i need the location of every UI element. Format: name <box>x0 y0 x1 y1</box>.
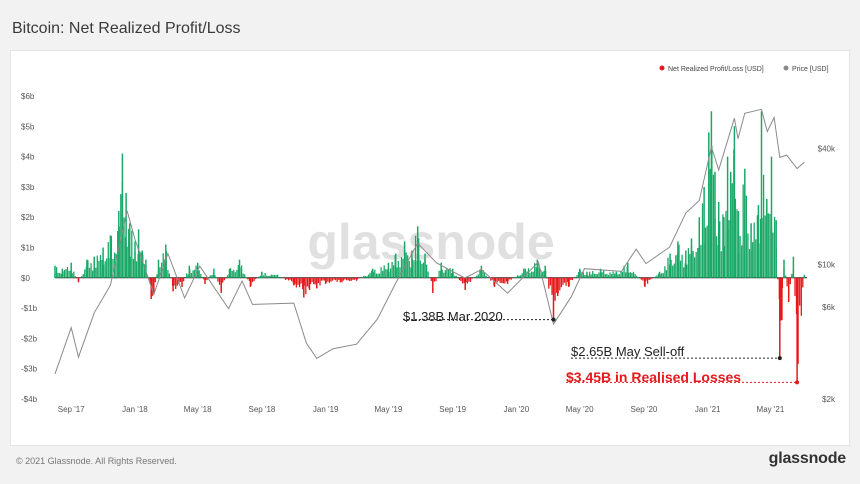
footer-brand-logo: glassnode <box>768 450 847 467</box>
y-tick-label: $4b <box>21 153 35 162</box>
y-tick-label: $2b <box>21 213 35 222</box>
y-right-tick-label: $2k <box>822 395 836 404</box>
y-right-tick-label: $6k <box>822 303 836 312</box>
price-line <box>54 108 805 375</box>
annotation-label: $3.45B in Realised Losses <box>566 369 741 385</box>
y-tick-label: -$4b <box>21 395 38 404</box>
y-right-tick-label: $10k <box>818 260 836 269</box>
x-axis: Sep '17 Jan '18 May '18 Sep '18 Jan '19 May '… <box>58 405 785 414</box>
legend: Net Realized Profit/Loss [USD] Price [USD… <box>659 65 829 73</box>
x-tick-label: May '20 <box>566 405 594 414</box>
annotation-marker <box>777 356 782 361</box>
y-tick-label: -$3b <box>21 365 38 374</box>
x-tick-label: Sep '18 <box>248 405 275 414</box>
price-line-group <box>54 108 805 375</box>
watermark: glassnode <box>307 214 554 270</box>
y-tick-label: $1b <box>21 244 35 253</box>
x-tick-label: Sep '17 <box>58 405 85 414</box>
x-tick-label: Sep '19 <box>439 405 466 414</box>
y-tick-label: -$2b <box>21 334 38 343</box>
x-tick-label: Jan '18 <box>122 405 148 414</box>
x-tick-label: May '19 <box>375 405 403 414</box>
page-title: Bitcoin: Net Realized Profit/Loss <box>12 20 241 37</box>
y-tick-label: -$1b <box>21 304 38 313</box>
bars <box>54 111 806 383</box>
x-tick-label: May '21 <box>757 405 785 414</box>
x-tick-label: Sep '20 <box>631 405 658 414</box>
chart-svg: glassnode Net Realized Profit/Loss [USD]… <box>21 65 836 414</box>
legend-swatch <box>659 65 665 71</box>
annotations: $1.38B Mar 2020 $2.65B May Sell-off $3.45B… <box>403 309 800 385</box>
annotation-marker <box>795 380 800 385</box>
annotation-marker <box>551 317 556 322</box>
y-right-tick-label: $40k <box>818 145 836 154</box>
chart-card: glassnode Net Realized Profit/Loss [USD]… <box>10 50 850 446</box>
x-tick-label: Jan '21 <box>695 405 721 414</box>
right-axis: $40k $10k $6k $2k <box>818 145 836 404</box>
x-tick-label: Jan '19 <box>313 405 339 414</box>
annotation-label: $1.38B Mar 2020 <box>403 309 503 324</box>
footer-copyright: © 2021 Glassnode. All Rights Reserved. <box>16 456 177 466</box>
y-tick-label: $6b <box>21 92 35 101</box>
x-tick-label: May '18 <box>184 405 212 414</box>
y-tick-label: $5b <box>21 122 35 131</box>
annotation-label: $2.65B May Sell-off <box>571 344 685 359</box>
legend-label: Price [USD] <box>792 66 829 73</box>
legend-swatch <box>783 65 789 71</box>
y-tick-label: $0 <box>21 274 30 283</box>
y-tick-label: $3b <box>21 183 35 192</box>
legend-label: Net Realized Profit/Loss [USD] <box>668 66 764 73</box>
x-tick-label: Jan '20 <box>504 405 530 414</box>
